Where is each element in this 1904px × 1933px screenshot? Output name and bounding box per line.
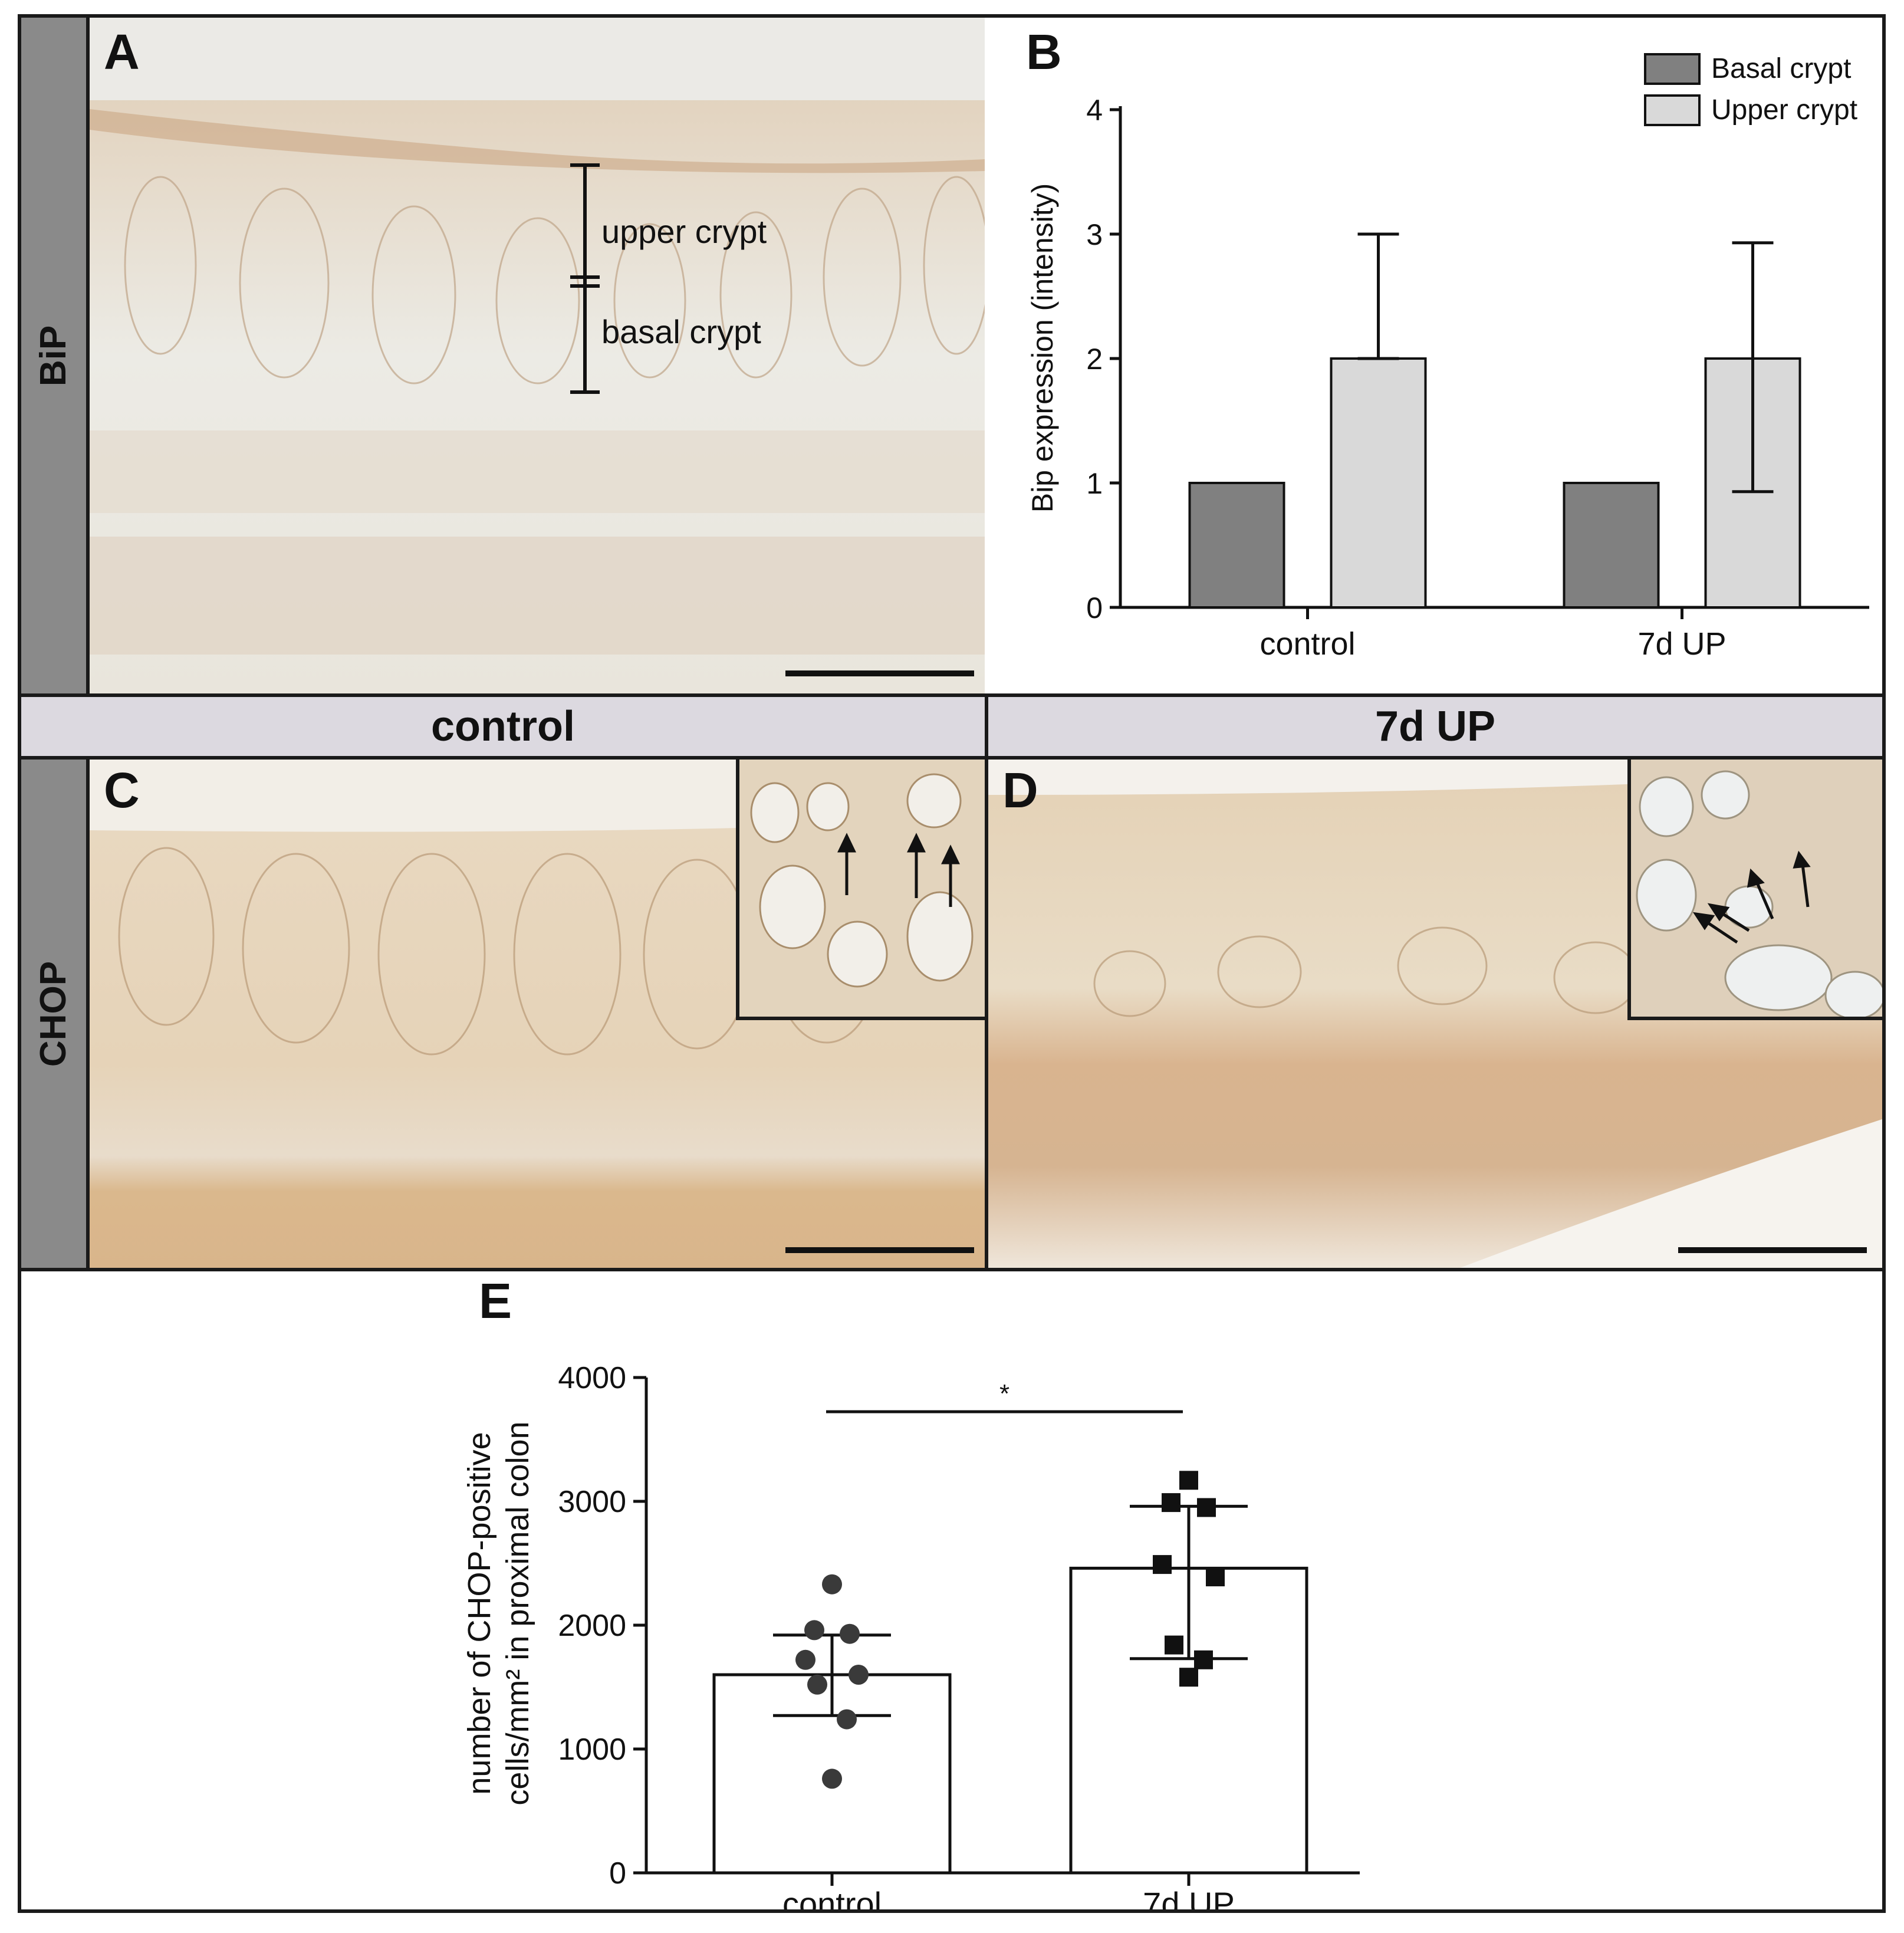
y-tick-label: 3000 xyxy=(558,1485,626,1519)
bar-upper-crypt xyxy=(1330,357,1427,609)
x-tick-label: 7d UP xyxy=(1143,1885,1235,1909)
legend-label: Upper crypt xyxy=(1711,94,1857,126)
chop-row-label: CHOP xyxy=(21,760,86,1268)
significance-marker: * xyxy=(999,1379,1009,1408)
header-treated: 7d UP xyxy=(985,693,1882,760)
divider-cd xyxy=(985,760,988,1268)
bip-label-text: BiP xyxy=(33,325,74,386)
y-tick-label: 0 xyxy=(609,1856,626,1891)
panel-letter-c: C xyxy=(104,762,140,818)
bar-basal-crypt xyxy=(1188,482,1285,609)
panel-a-tissue-image: upper crypt basal crypt xyxy=(90,18,985,693)
basal-crypt-label: basal crypt xyxy=(601,313,761,350)
data-point xyxy=(807,1674,827,1695)
divider-e xyxy=(21,1268,1882,1271)
panel-letter-d: D xyxy=(1002,762,1038,818)
panel-b-chart: B Bip expression (intensity) 0 1 2 3 4 contro… xyxy=(985,18,1882,693)
y-tick-label: 2000 xyxy=(558,1609,626,1643)
data-point xyxy=(1165,1635,1183,1655)
chop-y-axis-label-line2: cells/mm² in proximal colon xyxy=(500,1421,535,1805)
panel-letter-e: E xyxy=(479,1273,512,1329)
data-point xyxy=(795,1649,815,1670)
panel-e-chart: E number of CHOP-positive cells/mm² in p… xyxy=(21,1271,1882,1909)
data-point xyxy=(1206,1567,1225,1587)
legend-label: Basal crypt xyxy=(1711,53,1851,84)
data-point xyxy=(1197,1498,1216,1517)
y-tick-label: 0 xyxy=(1086,591,1103,624)
panel-a-micrograph: upper crypt basal crypt A xyxy=(90,18,985,693)
y-tick-label: 1000 xyxy=(558,1733,626,1767)
chop-y-axis-label-line1: number of CHOP-positive xyxy=(462,1432,497,1794)
y-tick-label: 4000 xyxy=(558,1361,626,1395)
x-tick-label: 7d UP xyxy=(1637,626,1726,662)
x-tick-label: control xyxy=(1260,626,1355,662)
data-point xyxy=(822,1768,842,1789)
panel-d-micrograph: D xyxy=(988,760,1882,1268)
panel-c-inset-image xyxy=(750,773,974,988)
data-point xyxy=(1179,1471,1198,1490)
data-point xyxy=(849,1665,869,1685)
divider-label-c xyxy=(86,760,90,1268)
data-point xyxy=(822,1574,842,1595)
header-control: control xyxy=(21,693,985,760)
bar-basal-crypt xyxy=(1563,482,1660,609)
bip-row-label: BiP xyxy=(21,18,86,693)
chop-label-text: CHOP xyxy=(33,961,74,1067)
upper-crypt-label: upper crypt xyxy=(601,213,767,250)
bip-bar-chart: Bip expression (intensity) 0 1 2 3 4 control 7… xyxy=(1026,53,1869,662)
panel-letter-a: A xyxy=(104,24,140,80)
divider-label-a xyxy=(86,18,90,693)
y-tick-label: 1 xyxy=(1086,467,1103,500)
panel-c-inset xyxy=(736,760,985,1020)
chop-scatter-bar-chart: number of CHOP-positive cells/mm² in pro… xyxy=(462,1361,1360,1909)
y-tick-label: 4 xyxy=(1086,94,1103,127)
legend-swatch xyxy=(1644,53,1701,85)
data-point xyxy=(1153,1555,1172,1574)
data-point xyxy=(804,1620,824,1641)
panel-letter-b: B xyxy=(1026,24,1062,80)
bip-y-axis-label: Bip expression (intensity) xyxy=(1026,183,1059,513)
header-control-text: control xyxy=(431,703,575,750)
data-point xyxy=(840,1623,860,1644)
x-tick-label: control xyxy=(782,1885,882,1909)
header-treated-text: 7d UP xyxy=(1374,703,1496,750)
panel-c-micrograph: C xyxy=(90,760,985,1268)
y-tick-label: 2 xyxy=(1086,343,1103,376)
y-tick-label: 3 xyxy=(1086,218,1103,251)
figure-frame: BiP xyxy=(18,14,1886,1913)
data-point xyxy=(837,1709,857,1730)
data-point xyxy=(1162,1493,1180,1513)
data-point xyxy=(1194,1650,1213,1669)
panel-d-inset-image xyxy=(1636,770,1882,1020)
legend-swatch xyxy=(1644,94,1701,126)
data-point xyxy=(1179,1668,1198,1687)
panel-d-inset xyxy=(1627,760,1882,1020)
